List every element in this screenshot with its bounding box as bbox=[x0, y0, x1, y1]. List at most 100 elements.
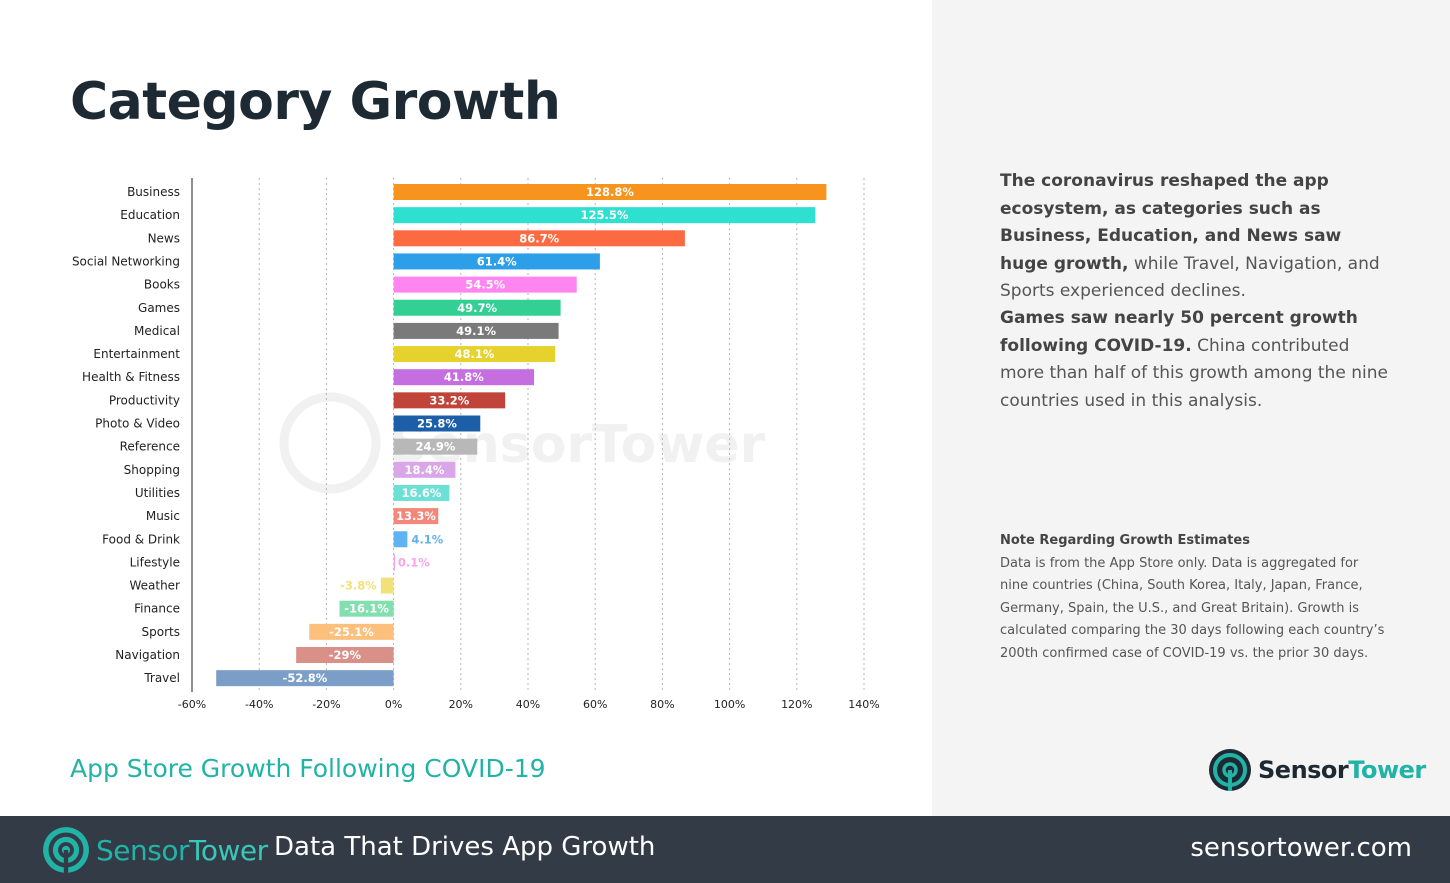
bar bbox=[393, 346, 556, 363]
x-tick-label: -40% bbox=[245, 698, 273, 711]
footer-url[interactable]: sensortower.com bbox=[1190, 833, 1412, 863]
category-label: Sports bbox=[142, 625, 180, 639]
footer-bar: SensorTower Data That Drives App Growth … bbox=[0, 816, 1450, 883]
bar-value-label: -29% bbox=[329, 648, 362, 662]
x-tick-label: 100% bbox=[714, 698, 745, 711]
watermark-logo bbox=[279, 392, 381, 494]
bar bbox=[296, 647, 394, 663]
brand-name: SensorTower bbox=[1258, 756, 1426, 784]
bar-value-label: 49.7% bbox=[457, 301, 497, 315]
bar bbox=[393, 438, 478, 455]
bar-value-label: 86.7% bbox=[519, 231, 559, 245]
category-label: Medical bbox=[134, 324, 180, 338]
bar bbox=[380, 577, 394, 594]
x-tick-label: 0% bbox=[385, 698, 402, 711]
footer-tagline: Data That Drives App Growth bbox=[274, 832, 656, 862]
bar bbox=[393, 253, 600, 270]
growth-note: Note Regarding Growth Estimates Data is … bbox=[1000, 530, 1390, 665]
category-label: Lifestyle bbox=[130, 555, 180, 569]
bar bbox=[216, 670, 394, 687]
commentary-paragraph-2: Games saw nearly 50 percent growth follo… bbox=[1000, 305, 1395, 415]
bar-value-label: 48.1% bbox=[454, 347, 494, 361]
bar bbox=[393, 508, 439, 525]
x-tick-label: 20% bbox=[449, 698, 473, 711]
bar-chart: SensorTower-60% -40% -20% 0% 20% 40% 60% 80% 100… bbox=[72, 178, 880, 711]
bar bbox=[393, 276, 577, 293]
commentary-paragraph-1: The coronavirus reshaped the app ecosyst… bbox=[1000, 168, 1395, 306]
category-label: Education bbox=[120, 208, 180, 222]
bar bbox=[393, 554, 396, 571]
footer-brand: SensorTower bbox=[96, 834, 268, 867]
bar-value-label: 25.8% bbox=[417, 417, 457, 431]
bar bbox=[393, 230, 685, 247]
note-title: Note Regarding Growth Estimates bbox=[1000, 533, 1250, 548]
category-label: Music bbox=[146, 509, 180, 523]
sensor-tower-logo-icon bbox=[1209, 749, 1251, 791]
category-label: Reference bbox=[120, 440, 180, 454]
category-label: Productivity bbox=[109, 393, 180, 407]
commentary-2-rest: China contributed more than half of this… bbox=[1000, 335, 1388, 411]
category-label: Finance bbox=[134, 602, 180, 616]
bar-value-label: 54.5% bbox=[465, 278, 505, 292]
category-label: Business bbox=[127, 185, 180, 199]
bar-value-label: 18.4% bbox=[405, 463, 445, 477]
category-label: Entertainment bbox=[93, 347, 180, 361]
footer-logo-icon bbox=[43, 827, 89, 873]
category-label: Utilities bbox=[135, 486, 180, 500]
bar-value-label: 4.1% bbox=[411, 532, 443, 546]
bar-value-label: 0.1% bbox=[398, 555, 430, 569]
bar bbox=[393, 369, 535, 386]
watermark-icon bbox=[279, 392, 381, 494]
category-label: News bbox=[148, 231, 180, 245]
bar bbox=[339, 600, 394, 617]
commentary-1-rest: while Travel, Navigation, and Sports exp… bbox=[1000, 253, 1380, 302]
bar-value-label: -16.1% bbox=[344, 602, 389, 616]
chart-subtitle: App Store Growth Following COVID-19 bbox=[70, 754, 546, 783]
bar bbox=[393, 461, 456, 478]
bar bbox=[393, 322, 559, 339]
bar bbox=[393, 415, 481, 432]
commentary-1-bold: The coronavirus reshaped the app ecosyst… bbox=[1000, 171, 1342, 274]
bar-value-label: -25.1% bbox=[329, 625, 374, 639]
brand-sensor: Sensor bbox=[1258, 756, 1349, 784]
bar bbox=[393, 299, 561, 316]
commentary-2-bold: Games saw nearly 50 percent growth follo… bbox=[1000, 308, 1358, 356]
footer-brand-sensor: Sensor bbox=[96, 833, 189, 867]
bar-value-label: -3.8% bbox=[340, 579, 377, 593]
category-label: Weather bbox=[129, 579, 180, 593]
x-tick-label: 80% bbox=[650, 698, 674, 711]
page-title: Category Growth bbox=[70, 72, 561, 132]
category-label: Travel bbox=[143, 671, 180, 685]
x-tick-label: -20% bbox=[312, 698, 340, 711]
bar-value-label: -52.8% bbox=[283, 671, 328, 685]
commentary-panel bbox=[932, 0, 1450, 816]
x-tick-label: 40% bbox=[516, 698, 540, 711]
bar-value-label: 16.6% bbox=[402, 486, 442, 500]
footer-brand-tower: Tower bbox=[188, 833, 268, 867]
category-label: Health & Fitness bbox=[82, 370, 180, 384]
brand-tower: Tower bbox=[1348, 756, 1426, 784]
category-label: Books bbox=[144, 278, 180, 292]
category-label: Navigation bbox=[115, 648, 180, 662]
bar-value-label: 49.1% bbox=[456, 324, 496, 338]
bar bbox=[309, 623, 394, 640]
category-label: Games bbox=[138, 301, 180, 315]
bar bbox=[393, 484, 450, 501]
bar-value-label: 125.5% bbox=[580, 208, 628, 222]
bar-value-label: 128.8% bbox=[586, 185, 634, 199]
brand-logo: SensorTower bbox=[1208, 748, 1426, 792]
x-tick-label: 60% bbox=[583, 698, 607, 711]
category-label: Photo & Video bbox=[95, 417, 180, 431]
bar-value-label: 24.9% bbox=[415, 440, 455, 454]
x-tick-label: 120% bbox=[781, 698, 812, 711]
category-label: Social Networking bbox=[72, 254, 180, 268]
bar bbox=[393, 184, 827, 200]
x-tick-label: 140% bbox=[848, 698, 879, 711]
x-tick-label: -60% bbox=[178, 698, 206, 711]
bar-value-label: 41.8% bbox=[444, 370, 484, 384]
bar bbox=[393, 392, 506, 409]
category-label: Food & Drink bbox=[102, 532, 180, 546]
note-body: Data is from the App Store only. Data is… bbox=[1000, 555, 1385, 661]
bar bbox=[393, 531, 408, 548]
footer-logo[interactable]: SensorTower bbox=[42, 826, 268, 874]
